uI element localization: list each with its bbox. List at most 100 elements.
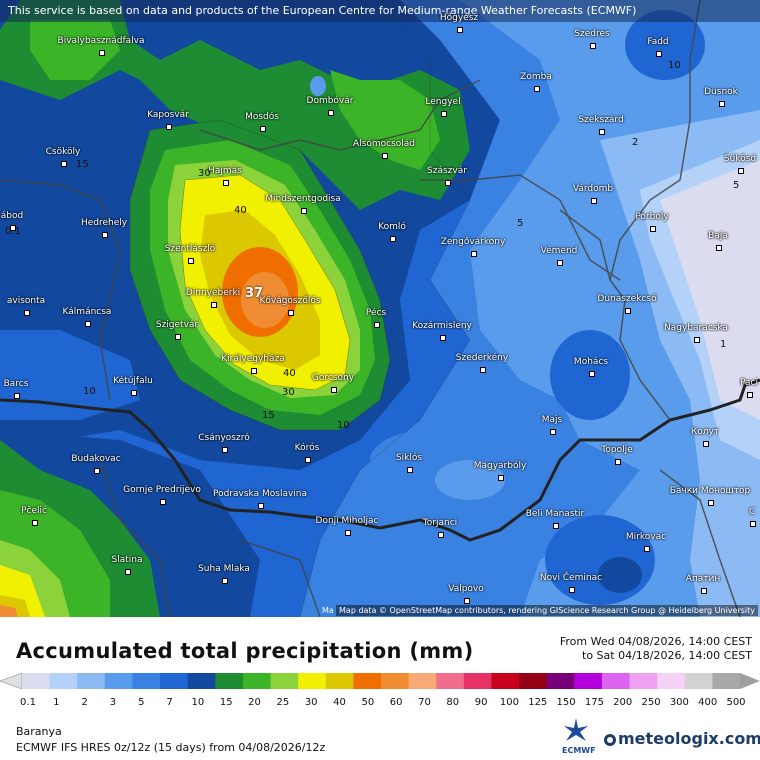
city-label[interactable]: Baja — [708, 231, 728, 241]
city-label[interactable]: Gornje Predrijevo — [123, 485, 201, 495]
scale-swatch — [436, 673, 465, 689]
scale-tick-label: 500 — [726, 697, 746, 708]
city-marker — [211, 302, 217, 308]
scale-swatch — [325, 673, 354, 689]
region-name: Baranya — [16, 725, 62, 738]
city-marker — [534, 86, 540, 92]
scale-tick-label: 30 — [304, 697, 318, 708]
contour-label: 15 — [262, 410, 275, 421]
city-marker — [438, 532, 444, 538]
contour-label: 40 — [234, 205, 247, 216]
city-label[interactable]: Колут — [690, 427, 720, 437]
city-label[interactable]: avisonta — [6, 296, 46, 306]
city-label[interactable]: Véménd — [540, 246, 578, 256]
city-label[interactable]: Beli Manastir — [525, 509, 585, 519]
city-marker — [382, 153, 388, 159]
city-label[interactable]: Topolje — [601, 445, 633, 455]
scale-tick-label: 20 — [248, 697, 261, 708]
city-label[interactable]: Dusnok — [704, 87, 738, 97]
city-label[interactable]: Kozármisleny — [412, 321, 472, 331]
city-label[interactable]: Királyegyháza — [221, 354, 285, 364]
city-label[interactable]: Gorcsony — [311, 373, 355, 383]
city-label[interactable]: Pécs — [365, 308, 387, 318]
city-label[interactable]: Mindszentgodisa — [265, 194, 341, 204]
map-attribution[interactable]: Map data © OpenStreetMap contributors, r… — [336, 605, 758, 616]
model-info: ECMWF IFS HRES 0z/12z (15 days) from 04/… — [16, 741, 326, 754]
city-marker — [471, 251, 477, 257]
city-label[interactable]: Kórós — [294, 443, 320, 453]
city-label[interactable]: Suha Mlaka — [198, 564, 250, 574]
city-label[interactable]: Szigetvár — [155, 320, 199, 330]
city-marker — [557, 260, 563, 266]
city-marker — [222, 578, 228, 584]
city-label[interactable]: Dombóvár — [306, 96, 354, 106]
city-label[interactable]: Budakovac — [71, 454, 121, 464]
city-label[interactable]: Bivalybasznádfalva — [57, 36, 145, 46]
scale-tick-label: 40 — [333, 697, 346, 708]
scale-tick-label: 70 — [418, 697, 431, 708]
city-label[interactable]: Hajmás — [208, 166, 242, 176]
city-label[interactable]: Magyarbóly — [473, 461, 527, 471]
scale-swatch — [712, 673, 741, 689]
city-label[interactable]: Barcs — [3, 379, 29, 389]
city-marker — [166, 124, 172, 130]
city-label[interactable]: Mosdós — [245, 112, 279, 122]
city-label[interactable]: Nagybaracska — [664, 323, 728, 333]
city-label[interactable]: Апатин — [685, 574, 721, 584]
meteologix-logo[interactable]: meteologix.com — [604, 729, 760, 748]
city-label[interactable]: Fadd — [647, 37, 669, 47]
city-label[interactable]: Alsómocsolád — [353, 139, 415, 149]
city-label[interactable]: Porboly — [635, 212, 669, 222]
city-label[interactable]: Lengyel — [425, 97, 461, 107]
scale-swatch — [77, 673, 106, 689]
city-label[interactable]: Pčelić — [21, 506, 47, 516]
city-label[interactable]: Dunaszekcső — [597, 294, 657, 304]
scale-swatch — [49, 673, 78, 689]
city-label[interactable]: Kétújfalu — [113, 376, 153, 386]
city-label[interactable]: Zengővárkony — [440, 237, 506, 247]
city-label[interactable]: Csököly — [45, 147, 81, 157]
city-label[interactable]: Szekszárd — [578, 115, 624, 125]
city-label[interactable]: Kálmáncsa — [62, 307, 112, 317]
city-label[interactable]: Várdomb — [572, 184, 614, 194]
city-marker — [440, 335, 446, 341]
city-label[interactable]: Mohács — [573, 357, 609, 367]
city-label[interactable]: Kaposvár — [147, 110, 189, 120]
city-label[interactable]: ábod — [0, 211, 24, 221]
city-label[interactable]: C — [748, 507, 756, 517]
contour-label: 30 — [198, 168, 211, 179]
city-label[interactable]: Siklós — [395, 453, 423, 463]
scale-tick-label: 1 — [53, 697, 60, 708]
city-marker — [708, 500, 714, 506]
city-label[interactable]: Majs — [541, 415, 563, 425]
city-label[interactable]: Podravska Moslavina — [212, 489, 308, 499]
city-label[interactable]: Zomba — [520, 72, 552, 82]
city-label[interactable]: Mirkovac — [625, 532, 667, 542]
city-label[interactable]: Valpovo — [448, 584, 484, 594]
city-label[interactable]: Paci — [740, 378, 758, 388]
city-marker — [747, 392, 753, 398]
city-label[interactable]: Csányoszró — [198, 433, 250, 443]
city-label[interactable]: Szentlászló — [164, 244, 216, 254]
city-label[interactable]: Donji Miholjac — [315, 516, 379, 526]
ecmwf-logo-icon — [564, 718, 588, 741]
city-label[interactable]: Novi Čeminac — [539, 573, 603, 583]
city-label[interactable]: Kővágószőlős — [259, 296, 321, 306]
city-label[interactable]: Szedres — [574, 29, 610, 39]
city-marker — [14, 393, 20, 399]
city-label[interactable]: Komló — [378, 222, 406, 232]
city-label[interactable]: Hőgyész — [439, 13, 479, 23]
scale-tick-label: 175 — [584, 697, 604, 708]
attribution-prefix: Ma — [322, 606, 334, 615]
precipitation-map[interactable]: This service is based on data and produc… — [0, 0, 760, 617]
city-label[interactable]: Torjanci — [422, 518, 458, 528]
city-marker — [305, 457, 311, 463]
city-label[interactable]: Szederkény — [455, 353, 509, 363]
city-label[interactable]: Бачки Моноштор — [669, 486, 751, 496]
city-marker — [222, 447, 228, 453]
city-label[interactable]: Slatina — [111, 555, 143, 565]
city-label[interactable]: Szászvár — [427, 166, 467, 176]
city-label[interactable]: Sükösd — [723, 154, 757, 164]
city-label[interactable]: Dinnyeberki — [185, 288, 241, 298]
city-label[interactable]: Hedrehely — [80, 218, 128, 228]
